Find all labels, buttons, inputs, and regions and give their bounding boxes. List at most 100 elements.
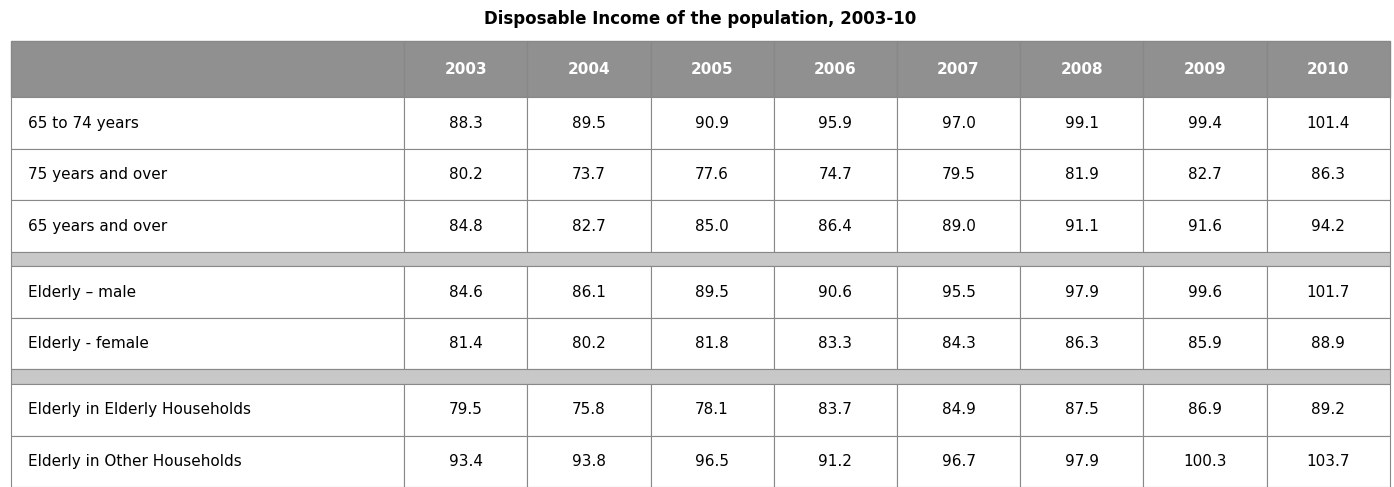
Bar — [1143, 384, 1267, 435]
Text: 82.7: 82.7 — [1188, 167, 1223, 182]
Text: 101.7: 101.7 — [1306, 285, 1349, 300]
Text: 85.0: 85.0 — [696, 219, 729, 234]
Bar — [11, 149, 404, 200]
Bar — [527, 41, 651, 97]
Bar — [651, 384, 774, 435]
Text: 80.2: 80.2 — [572, 336, 606, 351]
Text: 90.6: 90.6 — [818, 285, 852, 300]
Text: 97.0: 97.0 — [941, 115, 976, 131]
Text: 79.5: 79.5 — [449, 402, 482, 417]
Text: Disposable Income of the population, 2003-10: Disposable Income of the population, 200… — [484, 10, 917, 28]
Bar — [1143, 41, 1267, 97]
Bar — [1143, 266, 1267, 318]
Text: 99.4: 99.4 — [1188, 115, 1223, 131]
Bar — [1020, 200, 1143, 252]
Text: 84.8: 84.8 — [449, 219, 482, 234]
Bar — [651, 200, 774, 252]
Bar — [527, 149, 651, 200]
Bar — [651, 435, 774, 487]
Text: 75.8: 75.8 — [572, 402, 606, 417]
Text: 97.9: 97.9 — [1065, 285, 1098, 300]
Text: 2009: 2009 — [1184, 62, 1227, 77]
Bar — [11, 384, 404, 435]
Bar — [1020, 97, 1143, 149]
Bar — [11, 318, 404, 370]
Text: 65 years and over: 65 years and over — [28, 219, 167, 234]
Bar — [1143, 200, 1267, 252]
Bar — [896, 318, 1020, 370]
Bar — [404, 318, 527, 370]
Text: 89.0: 89.0 — [941, 219, 976, 234]
Bar — [896, 266, 1020, 318]
Text: 2003: 2003 — [445, 62, 487, 77]
Text: Elderly – male: Elderly – male — [28, 285, 137, 300]
Text: 77.6: 77.6 — [696, 167, 729, 182]
Text: 83.7: 83.7 — [818, 402, 852, 417]
Bar — [774, 435, 896, 487]
Text: 2006: 2006 — [814, 62, 857, 77]
Text: 88.3: 88.3 — [449, 115, 482, 131]
Text: 93.4: 93.4 — [449, 454, 482, 469]
Bar — [1020, 384, 1143, 435]
Text: 2010: 2010 — [1308, 62, 1349, 77]
Text: 65 to 74 years: 65 to 74 years — [28, 115, 139, 131]
Bar — [774, 266, 896, 318]
Text: 2008: 2008 — [1061, 62, 1103, 77]
Bar — [404, 200, 527, 252]
Text: 96.5: 96.5 — [696, 454, 729, 469]
Text: 88.9: 88.9 — [1312, 336, 1345, 351]
Bar — [404, 266, 527, 318]
Text: 100.3: 100.3 — [1184, 454, 1227, 469]
Bar — [11, 435, 404, 487]
Bar — [1267, 41, 1390, 97]
Bar — [651, 266, 774, 318]
Bar — [1143, 435, 1267, 487]
Text: 86.3: 86.3 — [1065, 336, 1098, 351]
Bar — [1020, 266, 1143, 318]
Text: 86.3: 86.3 — [1312, 167, 1345, 182]
Bar — [404, 97, 527, 149]
Text: 85.9: 85.9 — [1188, 336, 1223, 351]
Text: 87.5: 87.5 — [1065, 402, 1098, 417]
Text: 81.4: 81.4 — [449, 336, 482, 351]
Bar — [404, 41, 527, 97]
Bar — [896, 149, 1020, 200]
Bar — [774, 384, 896, 435]
Text: 93.8: 93.8 — [572, 454, 606, 469]
Bar — [896, 200, 1020, 252]
Bar — [11, 370, 1390, 384]
Bar — [1267, 97, 1390, 149]
Bar — [1143, 149, 1267, 200]
Bar — [896, 384, 1020, 435]
Text: 89.5: 89.5 — [696, 285, 729, 300]
Text: 73.7: 73.7 — [572, 167, 606, 182]
Text: 2004: 2004 — [567, 62, 611, 77]
Bar — [1143, 318, 1267, 370]
Bar — [11, 266, 404, 318]
Bar — [774, 41, 896, 97]
Text: 94.2: 94.2 — [1312, 219, 1345, 234]
Text: 86.1: 86.1 — [572, 285, 606, 300]
Text: 103.7: 103.7 — [1306, 454, 1349, 469]
Bar — [11, 97, 404, 149]
Bar — [1267, 435, 1390, 487]
Bar — [11, 200, 404, 252]
Text: 89.5: 89.5 — [572, 115, 606, 131]
Bar — [527, 318, 651, 370]
Text: 95.9: 95.9 — [818, 115, 852, 131]
Bar — [527, 384, 651, 435]
Bar — [1143, 97, 1267, 149]
Text: 83.3: 83.3 — [818, 336, 852, 351]
Bar — [1020, 41, 1143, 97]
Bar — [527, 266, 651, 318]
Text: 91.6: 91.6 — [1188, 219, 1223, 234]
Bar — [896, 97, 1020, 149]
Text: 78.1: 78.1 — [696, 402, 729, 417]
Text: 82.7: 82.7 — [572, 219, 606, 234]
Bar — [774, 149, 896, 200]
Text: 74.7: 74.7 — [818, 167, 852, 182]
Bar — [404, 149, 527, 200]
Text: 95.5: 95.5 — [941, 285, 976, 300]
Text: Elderly in Other Households: Elderly in Other Households — [28, 454, 241, 469]
Text: 81.8: 81.8 — [696, 336, 729, 351]
